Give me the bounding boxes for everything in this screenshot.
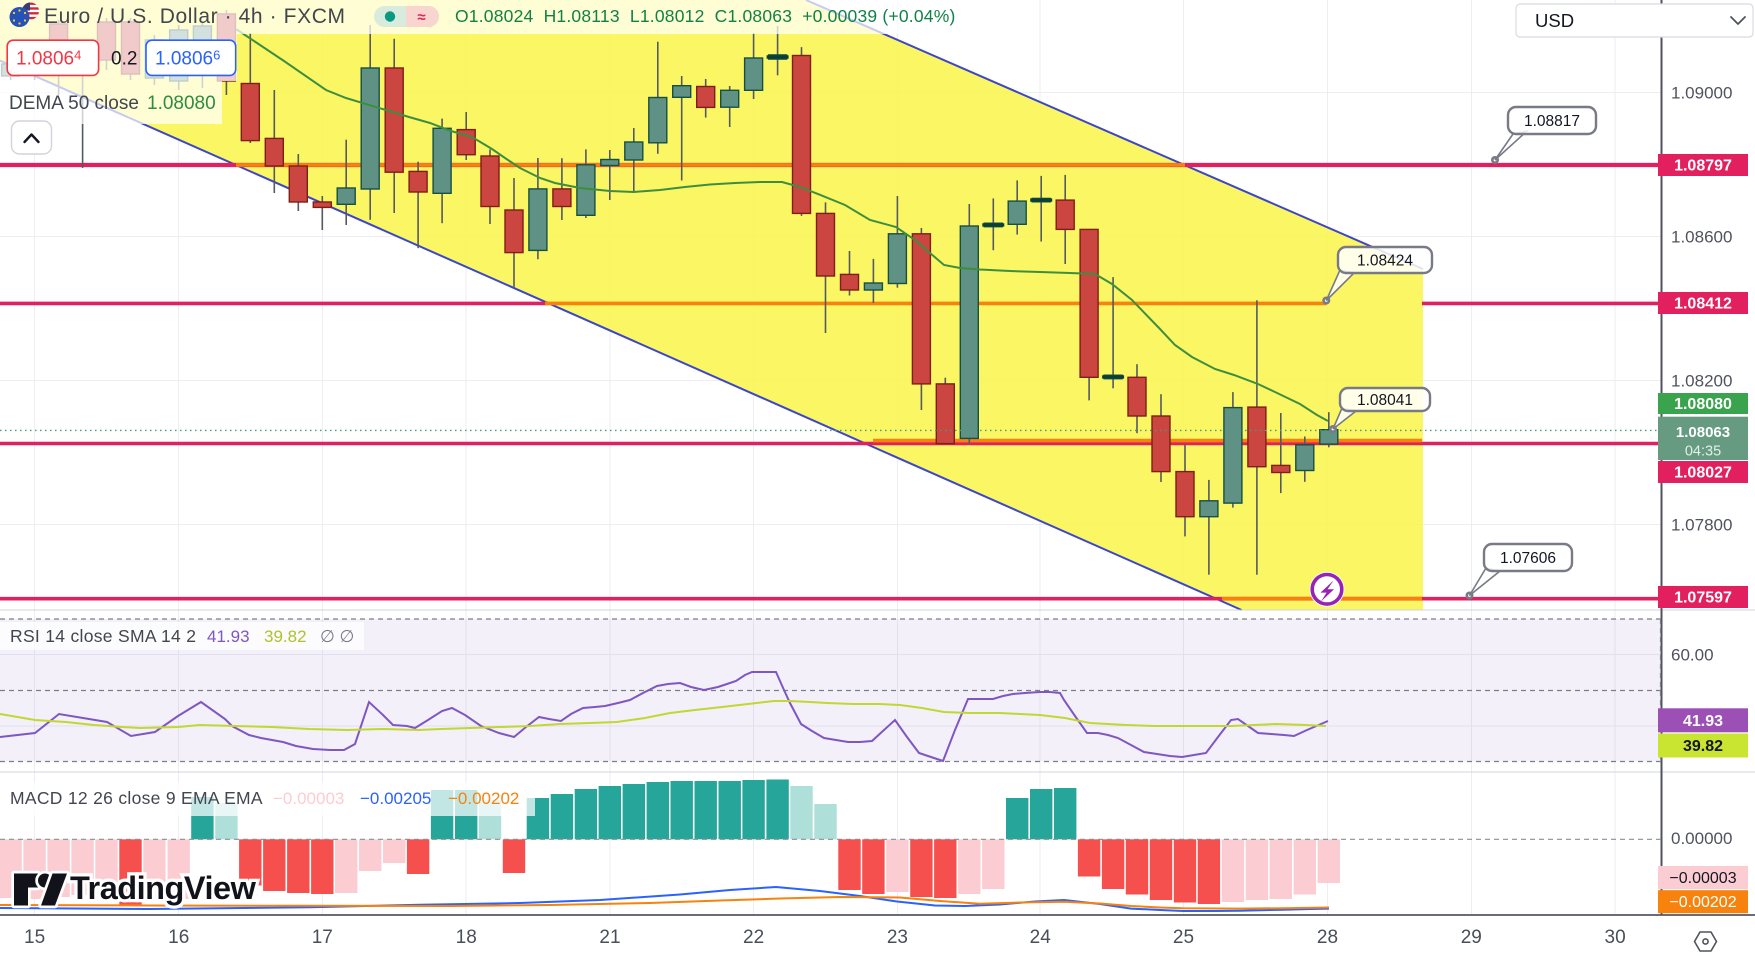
svg-text:−0.00202: −0.00202 [1669, 894, 1736, 911]
svg-text:−0.00003: −0.00003 [273, 789, 344, 808]
svg-text:1.07800: 1.07800 [1671, 515, 1732, 534]
svg-text:1.08064: 1.08064 [16, 48, 81, 70]
svg-text:0.2: 0.2 [111, 49, 137, 70]
svg-text:Euro / U.S. Dollar · 4h · FXCM: Euro / U.S. Dollar · 4h · FXCM [44, 5, 346, 28]
svg-text:22: 22 [743, 927, 764, 948]
svg-text:−0.00202: −0.00202 [448, 789, 519, 808]
svg-text:RSI 14 close SMA 14 2: RSI 14 close SMA 14 2 [10, 626, 196, 646]
svg-text:∅ ∅: ∅ ∅ [320, 627, 354, 646]
svg-text:O1.08024 H1.08113 L1.08012: O1.08024 H1.08113 L1.08012 C1.08063 +0.0… [455, 6, 956, 26]
svg-text:30: 30 [1605, 927, 1626, 948]
svg-text:25: 25 [1173, 927, 1194, 948]
svg-text:1.07597: 1.07597 [1674, 590, 1732, 607]
svg-text:1.08412: 1.08412 [1674, 296, 1732, 313]
svg-text:1.08200: 1.08200 [1671, 371, 1732, 390]
svg-text:39.82: 39.82 [264, 627, 307, 646]
svg-text:28: 28 [1317, 927, 1338, 948]
svg-text:41.93: 41.93 [207, 627, 250, 646]
svg-text:16: 16 [168, 927, 189, 948]
svg-text:TradingView: TradingView [70, 870, 257, 906]
svg-text:1.08600: 1.08600 [1671, 227, 1732, 246]
svg-text:1.09000: 1.09000 [1671, 83, 1732, 102]
svg-text:−0.00205: −0.00205 [360, 789, 431, 808]
svg-text:−0.00003: −0.00003 [1669, 870, 1736, 887]
svg-text:1.08041: 1.08041 [1357, 392, 1413, 409]
svg-text:18: 18 [456, 927, 477, 948]
svg-text:≈: ≈ [417, 9, 425, 26]
svg-text:15: 15 [24, 927, 45, 948]
svg-text:1.08817: 1.08817 [1524, 113, 1580, 130]
svg-text:1.08063: 1.08063 [1676, 424, 1730, 441]
svg-text:21: 21 [599, 927, 620, 948]
svg-text:1.08027: 1.08027 [1674, 465, 1732, 482]
svg-text:MACD 12 26 close 9 EMA EMA: MACD 12 26 close 9 EMA EMA [10, 788, 263, 808]
svg-text:41.93: 41.93 [1683, 713, 1723, 730]
svg-text:24: 24 [1030, 927, 1052, 948]
svg-text:DEMA 50 close: DEMA 50 close [9, 93, 139, 114]
svg-text:60.00: 60.00 [1671, 646, 1714, 665]
svg-text:1.08424: 1.08424 [1357, 253, 1413, 270]
svg-text:23: 23 [887, 927, 908, 948]
svg-text:1.08080: 1.08080 [147, 93, 216, 114]
svg-text:17: 17 [312, 927, 333, 948]
svg-text:29: 29 [1461, 927, 1482, 948]
svg-text:1.08066: 1.08066 [155, 48, 220, 70]
svg-text:0.00000: 0.00000 [1671, 829, 1732, 848]
svg-text:1.08797: 1.08797 [1674, 158, 1732, 175]
svg-text:USD: USD [1535, 10, 1574, 31]
svg-text:39.82: 39.82 [1683, 738, 1723, 755]
svg-text:1.08080: 1.08080 [1674, 396, 1732, 413]
svg-text:04:35: 04:35 [1685, 444, 1721, 460]
svg-text:1.07606: 1.07606 [1500, 550, 1556, 567]
